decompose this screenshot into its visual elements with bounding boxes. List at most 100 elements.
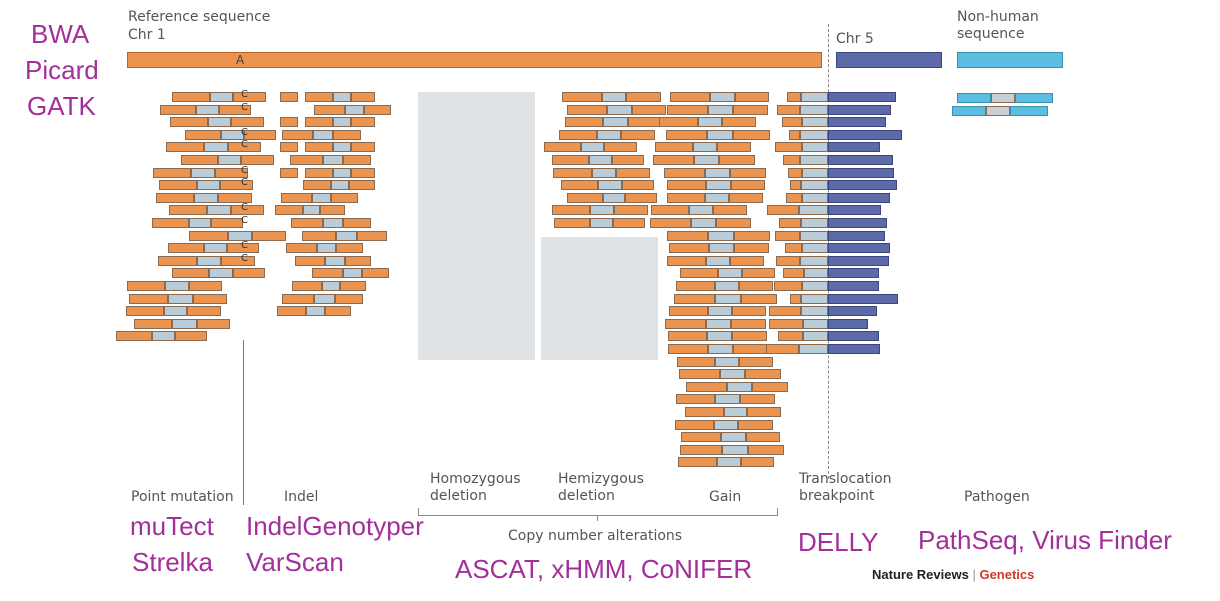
sequence-read <box>665 318 767 329</box>
sequence-read <box>280 117 298 128</box>
sequence-read <box>789 293 898 304</box>
sequence-read <box>678 457 775 468</box>
sequence-read <box>562 92 661 102</box>
tool-gatk: GATK <box>27 91 96 121</box>
sequence-read <box>181 155 274 165</box>
sequence-read <box>679 268 776 279</box>
sequence-read <box>564 117 662 128</box>
sequence-read <box>551 155 645 165</box>
sequence-read <box>766 205 882 216</box>
sequence-read <box>676 394 775 405</box>
sequence-read: C <box>172 89 267 102</box>
sequence-read <box>765 344 880 354</box>
sequence-read <box>653 155 756 165</box>
sequence-read <box>774 230 885 241</box>
sequence-read <box>559 129 655 140</box>
sequence-read <box>781 117 887 128</box>
mutant-base: C <box>240 101 248 113</box>
category-copy-number: Copy number alterations <box>508 528 683 544</box>
sequence-read <box>281 293 363 304</box>
sequence-read <box>768 306 878 317</box>
homozygous-deletion-gap <box>418 92 535 360</box>
sequence-read <box>650 205 747 216</box>
sequence-read <box>290 218 371 228</box>
sequence-read <box>775 142 881 153</box>
sequence-read <box>305 117 375 128</box>
sequence-read <box>789 129 902 140</box>
category-translocation: Translocation breakpoint <box>799 471 892 504</box>
sequence-read: C <box>159 177 254 191</box>
point-mutation-pointer <box>243 340 244 505</box>
reference-label: Reference sequence <box>128 9 271 25</box>
sequence-read <box>552 167 650 178</box>
sequence-read <box>305 92 375 102</box>
chr5-reference-bar <box>836 52 942 68</box>
sequence-read <box>551 205 648 216</box>
sequence-read: C <box>153 165 249 178</box>
category-gain: Gain <box>709 489 742 505</box>
copy-number-bracket <box>418 508 778 516</box>
sequence-read <box>778 218 887 228</box>
mutant-base: C <box>240 215 248 226</box>
sequence-read <box>305 167 375 178</box>
sequence-read <box>669 92 770 102</box>
sequence-read <box>667 180 765 191</box>
sequence-read <box>774 281 879 291</box>
sequence-read <box>783 268 880 279</box>
sequence-read <box>665 129 770 140</box>
tool-strelka: Strelka <box>132 547 213 577</box>
sequence-read <box>678 369 782 380</box>
sequence-read: C <box>185 127 276 140</box>
sequence-read <box>286 243 363 254</box>
sequence-read <box>667 331 767 342</box>
category-hemizygous-deletion: Hemizygous deletion <box>558 471 644 504</box>
sequence-read <box>666 255 765 266</box>
sequence-read: C <box>157 252 256 266</box>
sequence-read <box>659 117 756 128</box>
category-indel: Indel <box>284 489 319 505</box>
tool-copy-number: ASCAT, xHMM, CoNIFER <box>455 554 753 584</box>
sequence-read <box>314 104 392 115</box>
sequence-read <box>787 92 896 102</box>
sequence-read <box>291 281 366 291</box>
sequence-read: C <box>166 139 262 153</box>
tool-picard: Picard <box>25 55 99 85</box>
mutant-base: C <box>240 202 248 214</box>
sequence-read <box>170 117 264 128</box>
mutant-base: C <box>240 240 248 252</box>
tool-bwa: BWA <box>31 19 90 49</box>
bracket-tick <box>597 515 598 521</box>
sequence-read <box>281 192 358 203</box>
sequence-read <box>280 167 298 178</box>
mutant-base: C <box>240 177 248 189</box>
sequence-read <box>554 218 645 228</box>
sequence-read <box>302 230 387 241</box>
sequence-read <box>785 192 890 203</box>
chr1-reference-bar: A <box>127 52 822 68</box>
category-point-mutation: Point mutation <box>131 489 234 505</box>
sequence-read <box>156 192 252 203</box>
sequence-read <box>675 281 773 291</box>
tool-varscan: VarScan <box>246 547 344 577</box>
sequence-read <box>281 129 361 140</box>
sequence-read <box>126 281 223 291</box>
mutant-base: C <box>240 252 248 264</box>
credit-section: Genetics <box>979 567 1035 582</box>
sequence-read <box>952 106 1048 116</box>
credit: Nature Reviews | Genetics <box>872 567 1034 582</box>
sequence-read <box>311 268 389 279</box>
nonhuman-label: Non-human sequence <box>957 9 1039 42</box>
sequence-read <box>294 255 372 266</box>
sequence-read <box>666 192 764 203</box>
sequence-read <box>668 344 769 354</box>
sequence-read <box>655 142 751 153</box>
sequence-read <box>567 104 667 115</box>
sequence-read <box>789 180 898 191</box>
sequence-read <box>116 331 207 342</box>
sequence-read <box>669 243 770 254</box>
sequence-read <box>777 104 891 115</box>
sequence-read <box>680 444 785 455</box>
category-homozygous-deletion: Homozygous deletion <box>430 471 521 504</box>
sequence-read <box>663 167 766 178</box>
sequence-read <box>782 155 894 165</box>
